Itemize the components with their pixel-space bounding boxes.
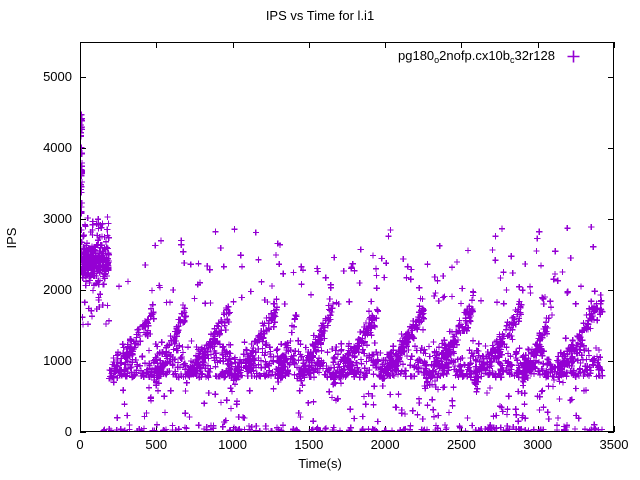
y-tick-mark: [608, 432, 614, 433]
legend-text-part-1: o: [434, 55, 440, 65]
plot-area: [80, 42, 614, 432]
y-tick-mark: [80, 148, 86, 149]
y-tick-label: 0: [64, 424, 72, 439]
legend-plus-marker-icon: [567, 50, 580, 63]
x-tick-mark: [614, 426, 615, 432]
y-tick-mark: [80, 77, 86, 78]
y-tick-mark: [80, 290, 86, 291]
y-tick-label: 5000: [43, 69, 72, 85]
y-tick-mark: [608, 77, 614, 78]
x-tick-label: 2500: [446, 437, 476, 452]
y-tick-mark: [608, 361, 614, 362]
scatter-points-layer: [81, 111, 606, 431]
y-tick-mark: [80, 361, 86, 362]
x-tick-mark: [461, 42, 462, 48]
y-tick-mark: [80, 219, 86, 220]
legend-text-part-2: 2nofp.cx10b: [439, 48, 511, 63]
x-tick-mark: [233, 42, 234, 48]
legend-entry-label: pg180o2nofp.cx10bc32r128: [300, 48, 555, 65]
scatter-marker-group: [81, 111, 606, 431]
x-tick-label: 3000: [523, 437, 553, 452]
x-tick-mark: [461, 426, 462, 432]
x-tick-mark: [614, 42, 615, 48]
x-tick-label: 0: [76, 437, 84, 452]
y-tick-label: 3000: [43, 211, 72, 227]
x-tick-mark: [309, 426, 310, 432]
y-tick-mark: [608, 219, 614, 220]
y-tick-label: 4000: [43, 140, 72, 156]
x-tick-mark: [156, 426, 157, 432]
x-tick-label: 2000: [370, 437, 400, 452]
x-axis-title: Time(s): [298, 456, 342, 471]
y-tick-mark: [608, 290, 614, 291]
x-tick-label: 1000: [218, 437, 248, 452]
chart-title: IPS vs Time for l.i1: [265, 8, 375, 23]
y-tick-mark: [608, 148, 614, 149]
x-tick-label: 500: [145, 437, 168, 452]
legend-text-part-4: 32r128: [514, 48, 555, 63]
y-tick-label: 1000: [43, 353, 72, 369]
x-tick-mark: [385, 42, 386, 48]
y-tick-label: 2000: [43, 282, 72, 298]
legend-text-part-3: c: [510, 55, 515, 65]
x-tick-label: 1500: [294, 437, 324, 452]
x-tick-mark: [156, 42, 157, 48]
legend-text-part-0: pg180: [398, 48, 435, 63]
x-tick-mark: [309, 42, 310, 48]
y-tick-mark: [80, 432, 86, 433]
x-tick-label: 3500: [599, 437, 629, 452]
x-tick-mark: [538, 42, 539, 48]
